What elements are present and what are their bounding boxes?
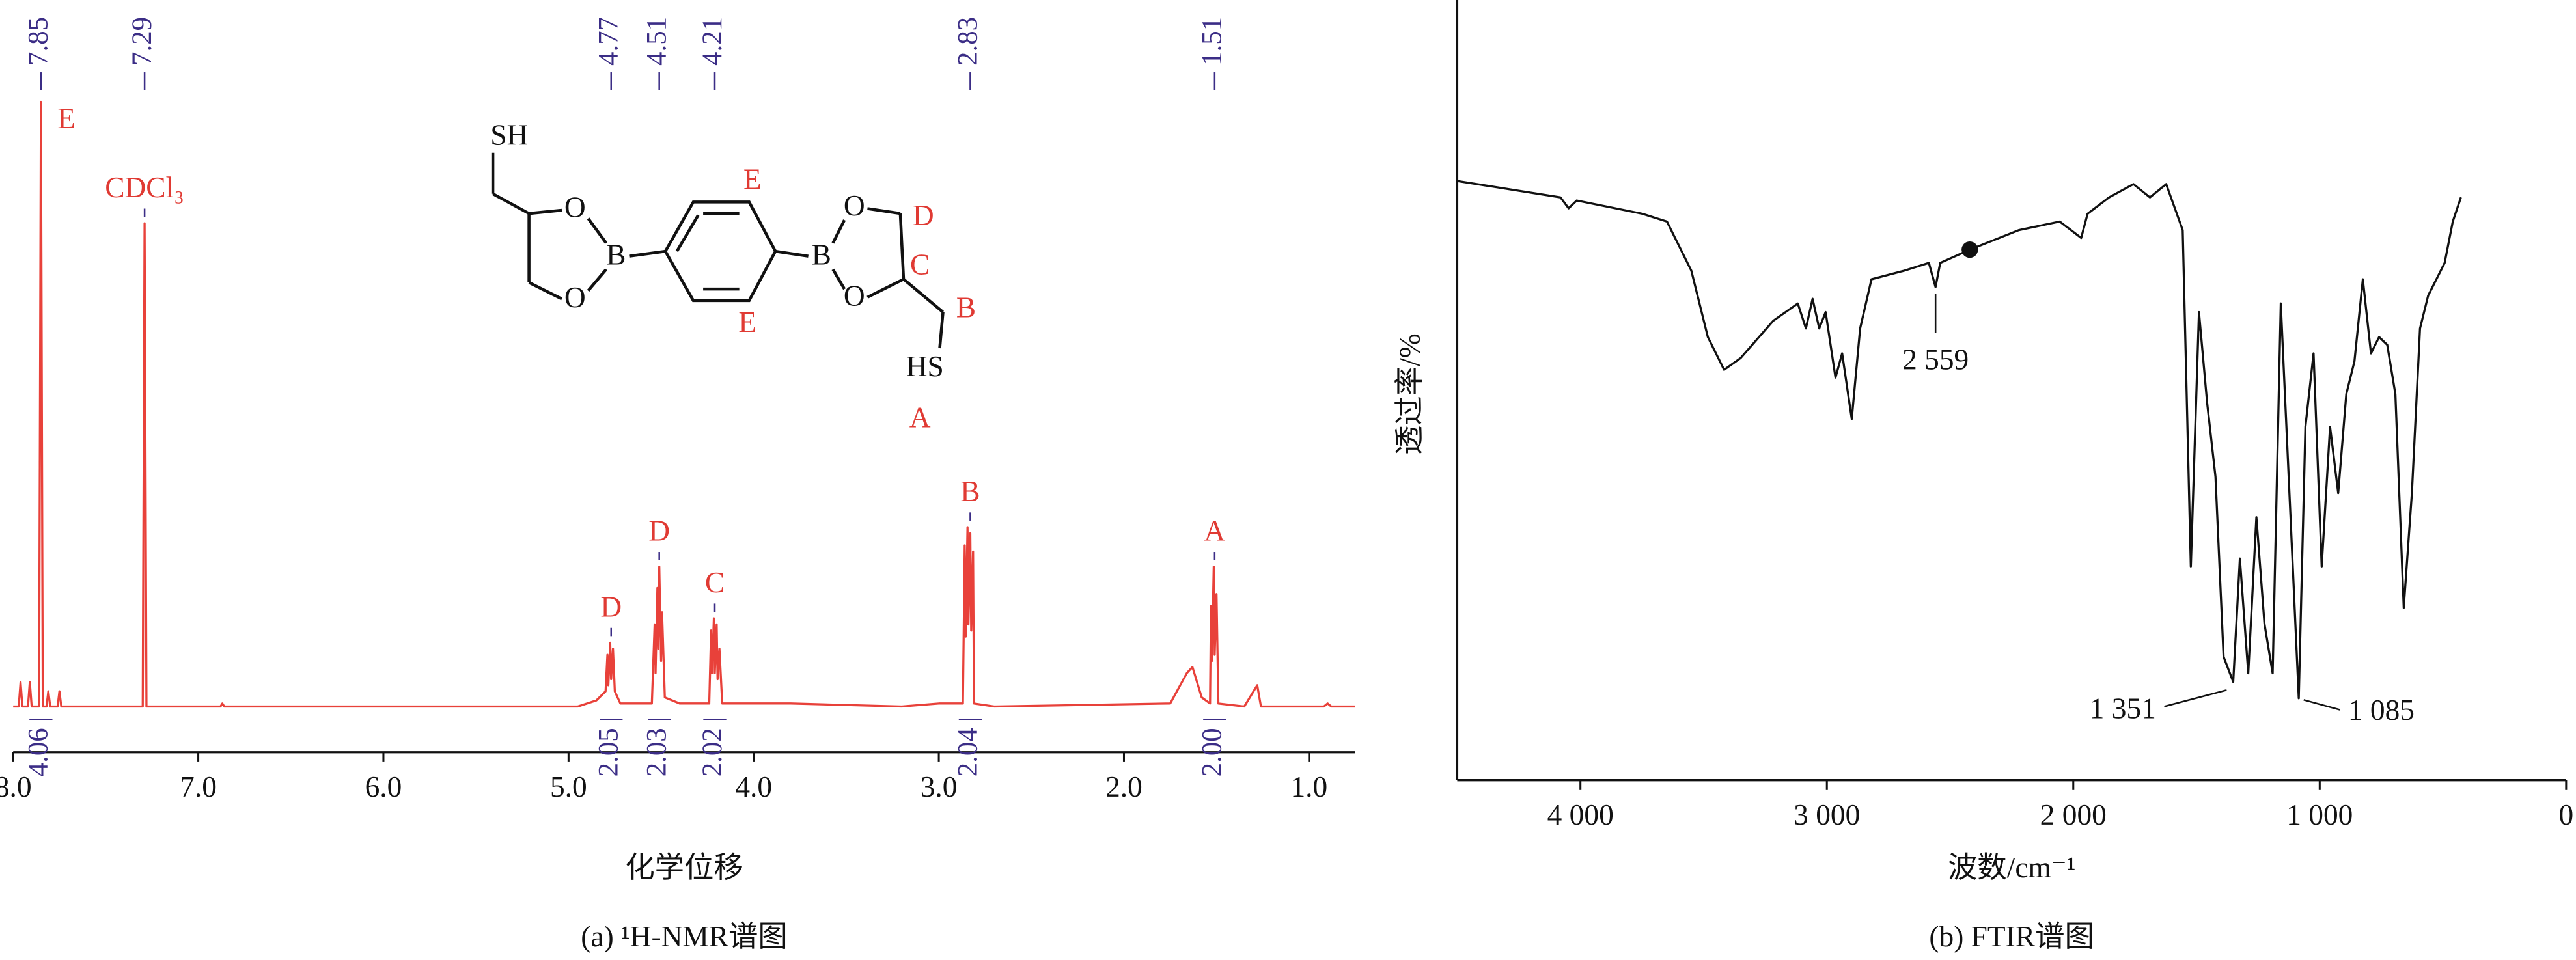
integral-label: 2.05 [594,728,624,776]
proton-label: D [913,199,934,232]
x-tick-label: 4.0 [735,771,772,803]
shift-label: 4.21 [697,17,728,66]
peak-label: A [1204,515,1225,547]
atom-label: O [844,280,865,312]
x-axis-label: 化学位移 [625,851,743,884]
atom-label: B [812,239,831,271]
x-tick-label: 1.0 [1290,771,1327,803]
proton-label: C [910,249,930,281]
peak-label: CDCl₃ [105,171,184,204]
atom-label: O [564,191,586,223]
peak-label: D [648,515,670,547]
peak-label: C [705,566,725,599]
proton-label: E [738,306,756,338]
integral-label: 2.00 [1197,728,1228,776]
x-tick-label: 5.0 [550,771,587,803]
x-tick-label: 1 000 [2286,799,2353,831]
shift-label: 2.83 [952,17,983,66]
atom-label: HS [906,350,944,383]
atom-label: O [564,281,586,314]
x-axis-label: 波数/cm⁻¹ [1948,851,2075,884]
peak-label: E [57,102,76,135]
x-tick-label: 2.0 [1105,771,1143,803]
proton-label: E [743,163,762,196]
integral-label: 2.02 [697,728,728,776]
shift-label: 1.51 [1197,17,1228,66]
annotation-label: 1 085 [2348,694,2415,726]
shift-label: 7.85 [23,17,54,66]
x-tick-label: 3.0 [921,771,958,803]
integral-label: 2.03 [642,728,672,776]
x-tick-label: 2 000 [2040,799,2107,831]
annotation-label: 2 559 [1902,344,1969,376]
shift-label: 7.29 [127,17,158,66]
x-tick-label: 8.0 [0,771,32,803]
x-tick-label: 6.0 [365,771,402,803]
atom-label: O [844,189,865,222]
caption: (a) ¹H-NMR谱图 [581,920,788,953]
peak-label: D [600,590,622,623]
x-tick-label: 0 [2559,799,2574,831]
x-tick-label: 3 000 [1794,799,1860,831]
integral-label: 4.06 [23,728,54,776]
structure: SH O B O E E B O O D C B HS A [490,118,976,433]
annotation-label: 1 351 [2090,692,2156,724]
x-tick-label: 7.0 [180,771,217,803]
annotation-leader [2303,699,2340,711]
y-axis-label: 透过率/% [1394,333,1426,455]
proton-label: A [909,401,931,433]
integral-label: 2.04 [952,728,983,776]
marker-dot [1961,241,1978,258]
x-tick-label: 4 000 [1547,799,1614,831]
proton-label: B [956,291,976,323]
spectrum-line [13,100,1355,708]
shift-label: 4.77 [594,17,624,66]
shift-label: 4.51 [642,17,672,66]
atom-label: B [606,239,626,271]
annotation-leader [2164,689,2227,707]
atom-label: SH [490,118,528,151]
caption: (b) FTIR谱图 [1929,920,2094,953]
peak-label: B [960,475,980,508]
spectrum-line [1457,180,2462,700]
